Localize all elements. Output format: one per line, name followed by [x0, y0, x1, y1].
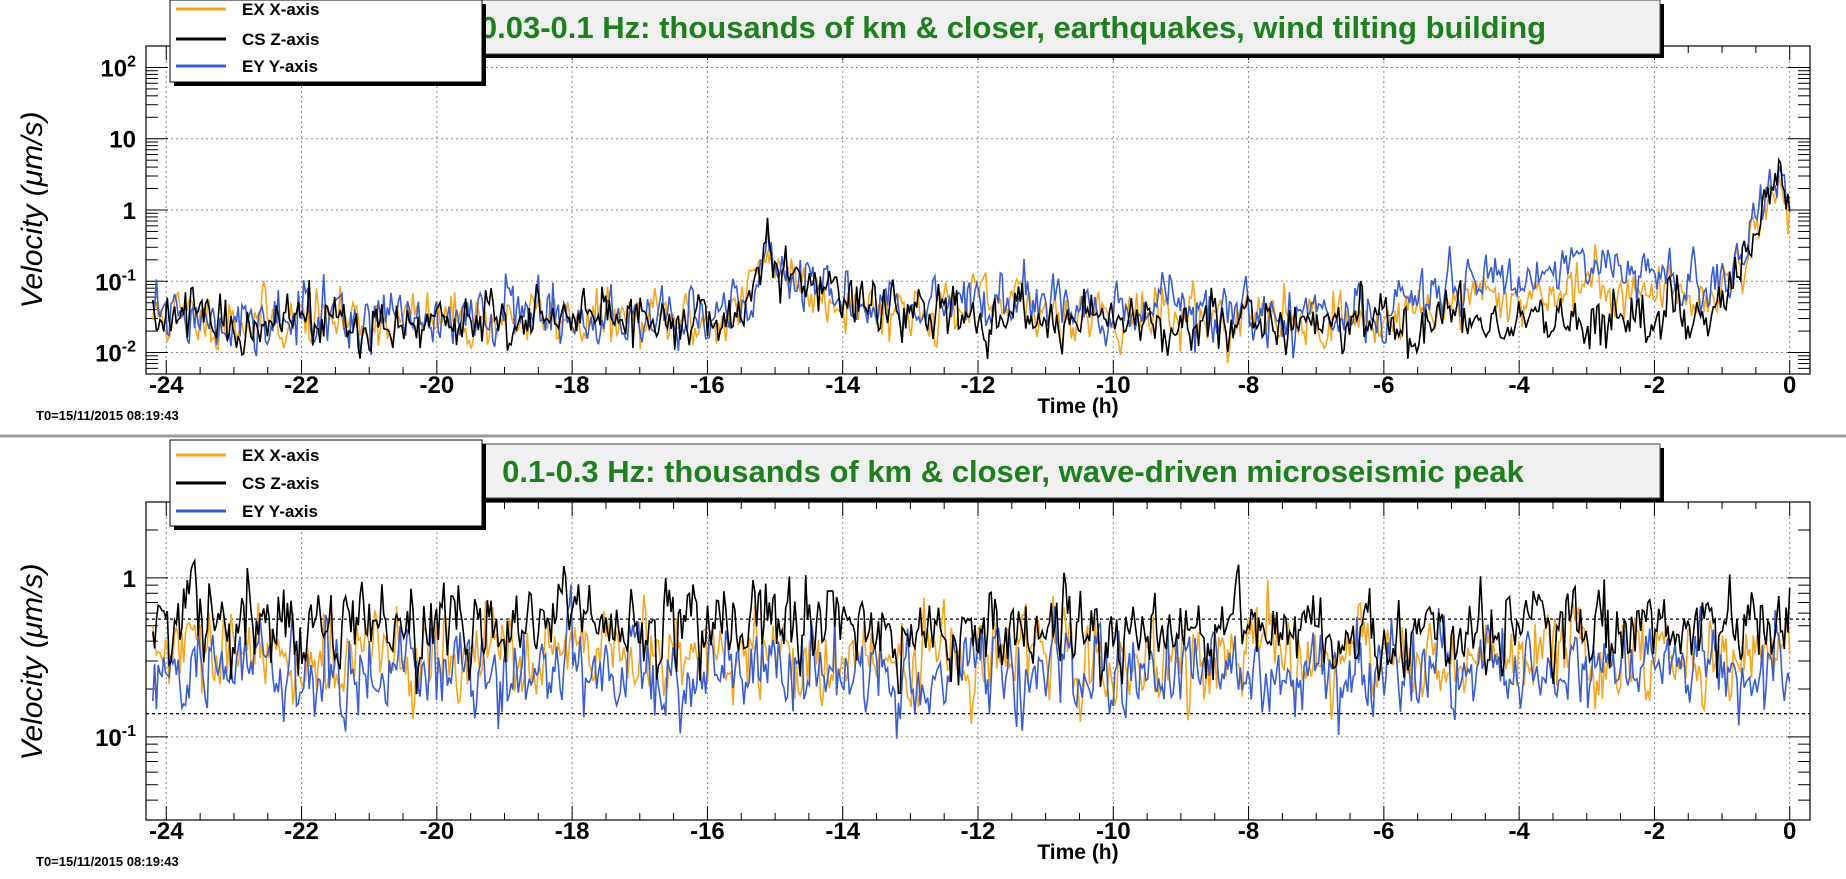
x-tick-label: -24	[149, 372, 184, 399]
y-tick-label: 10-1	[95, 723, 136, 752]
panel-bottom: -24 -22 -20 -18 -16 -14 -12 -10 -8 -6 -4 -2 010-11Ti…	[16, 439, 1811, 869]
legend-label: CS Z-axis	[242, 474, 319, 493]
x-tick-label: -6	[1373, 372, 1394, 399]
x-tick-label: -4	[1508, 818, 1530, 845]
x-tick-label: -10	[1096, 818, 1131, 845]
x-tick-label: -6	[1373, 818, 1394, 845]
legend-label: CS Z-axis	[242, 30, 319, 49]
y-tick-label: 10-2	[95, 339, 136, 368]
x-tick-label: -12	[961, 372, 996, 399]
title-box	[365, 443, 1661, 499]
series-line-cs-z-axis	[152, 157, 1791, 360]
x-tick-label: -10	[1096, 372, 1131, 399]
series-line-ey-y-axis	[152, 584, 1791, 739]
x-tick-label: -14	[825, 372, 860, 399]
y-tick-label: 102	[100, 53, 136, 82]
x-tick-label: -18	[555, 818, 590, 845]
x-tick-label: -24	[149, 818, 184, 845]
legend-box	[169, 0, 483, 83]
series-line-cs-z-axis	[152, 557, 1791, 695]
x-tick-label: -22	[284, 818, 319, 845]
legend-label: EX X-axis	[242, 0, 320, 19]
y-tick-label: 1	[123, 566, 136, 593]
chart-title: 0.03-0.1 Hz: thousands of km & closer, e…	[480, 10, 1546, 45]
x-tick-label: -4	[1508, 372, 1530, 399]
x-tick-label: -12	[961, 818, 996, 845]
x-tick-label: -18	[555, 372, 590, 399]
x-tick-label: 0	[1783, 818, 1796, 845]
x-tick-label: 0	[1783, 372, 1796, 399]
y-tick-label: 1	[123, 198, 136, 225]
t0-label: T0=15/11/2015 08:19:43	[36, 854, 179, 869]
x-axis-label: Time (h)	[1037, 841, 1118, 864]
x-tick-label: -2	[1644, 818, 1665, 845]
chart-title: 0.1-0.3 Hz: thousands of km & closer, wa…	[502, 454, 1524, 489]
x-axis-label: Time (h)	[1037, 395, 1118, 418]
legend-label: EY Y-axis	[242, 502, 318, 521]
y-tick-label: 10	[109, 127, 136, 154]
x-tick-label: -16	[690, 372, 725, 399]
panel-top: -24 -22 -20 -18 -16 -14 -12 -10 -8 -6 -4 -2 010-210-…	[16, 0, 1811, 423]
t0-label: T0=15/11/2015 08:19:43	[36, 408, 179, 423]
legend-label: EX X-axis	[242, 446, 320, 465]
x-tick-label: -22	[284, 372, 319, 399]
y-tick-label: 10-1	[95, 267, 136, 296]
legend-label: EY Y-axis	[242, 57, 318, 76]
x-tick-label: -20	[420, 372, 455, 399]
y-axis-label: Velocity (μm/s)	[16, 111, 49, 308]
x-tick-label: -2	[1644, 372, 1665, 399]
x-tick-label: -8	[1238, 372, 1259, 399]
x-tick-label: -14	[825, 818, 860, 845]
x-tick-label: -16	[690, 818, 725, 845]
y-axis-label: Velocity (μm/s)	[16, 563, 49, 760]
x-tick-label: -8	[1238, 818, 1259, 845]
x-tick-label: -20	[420, 818, 455, 845]
